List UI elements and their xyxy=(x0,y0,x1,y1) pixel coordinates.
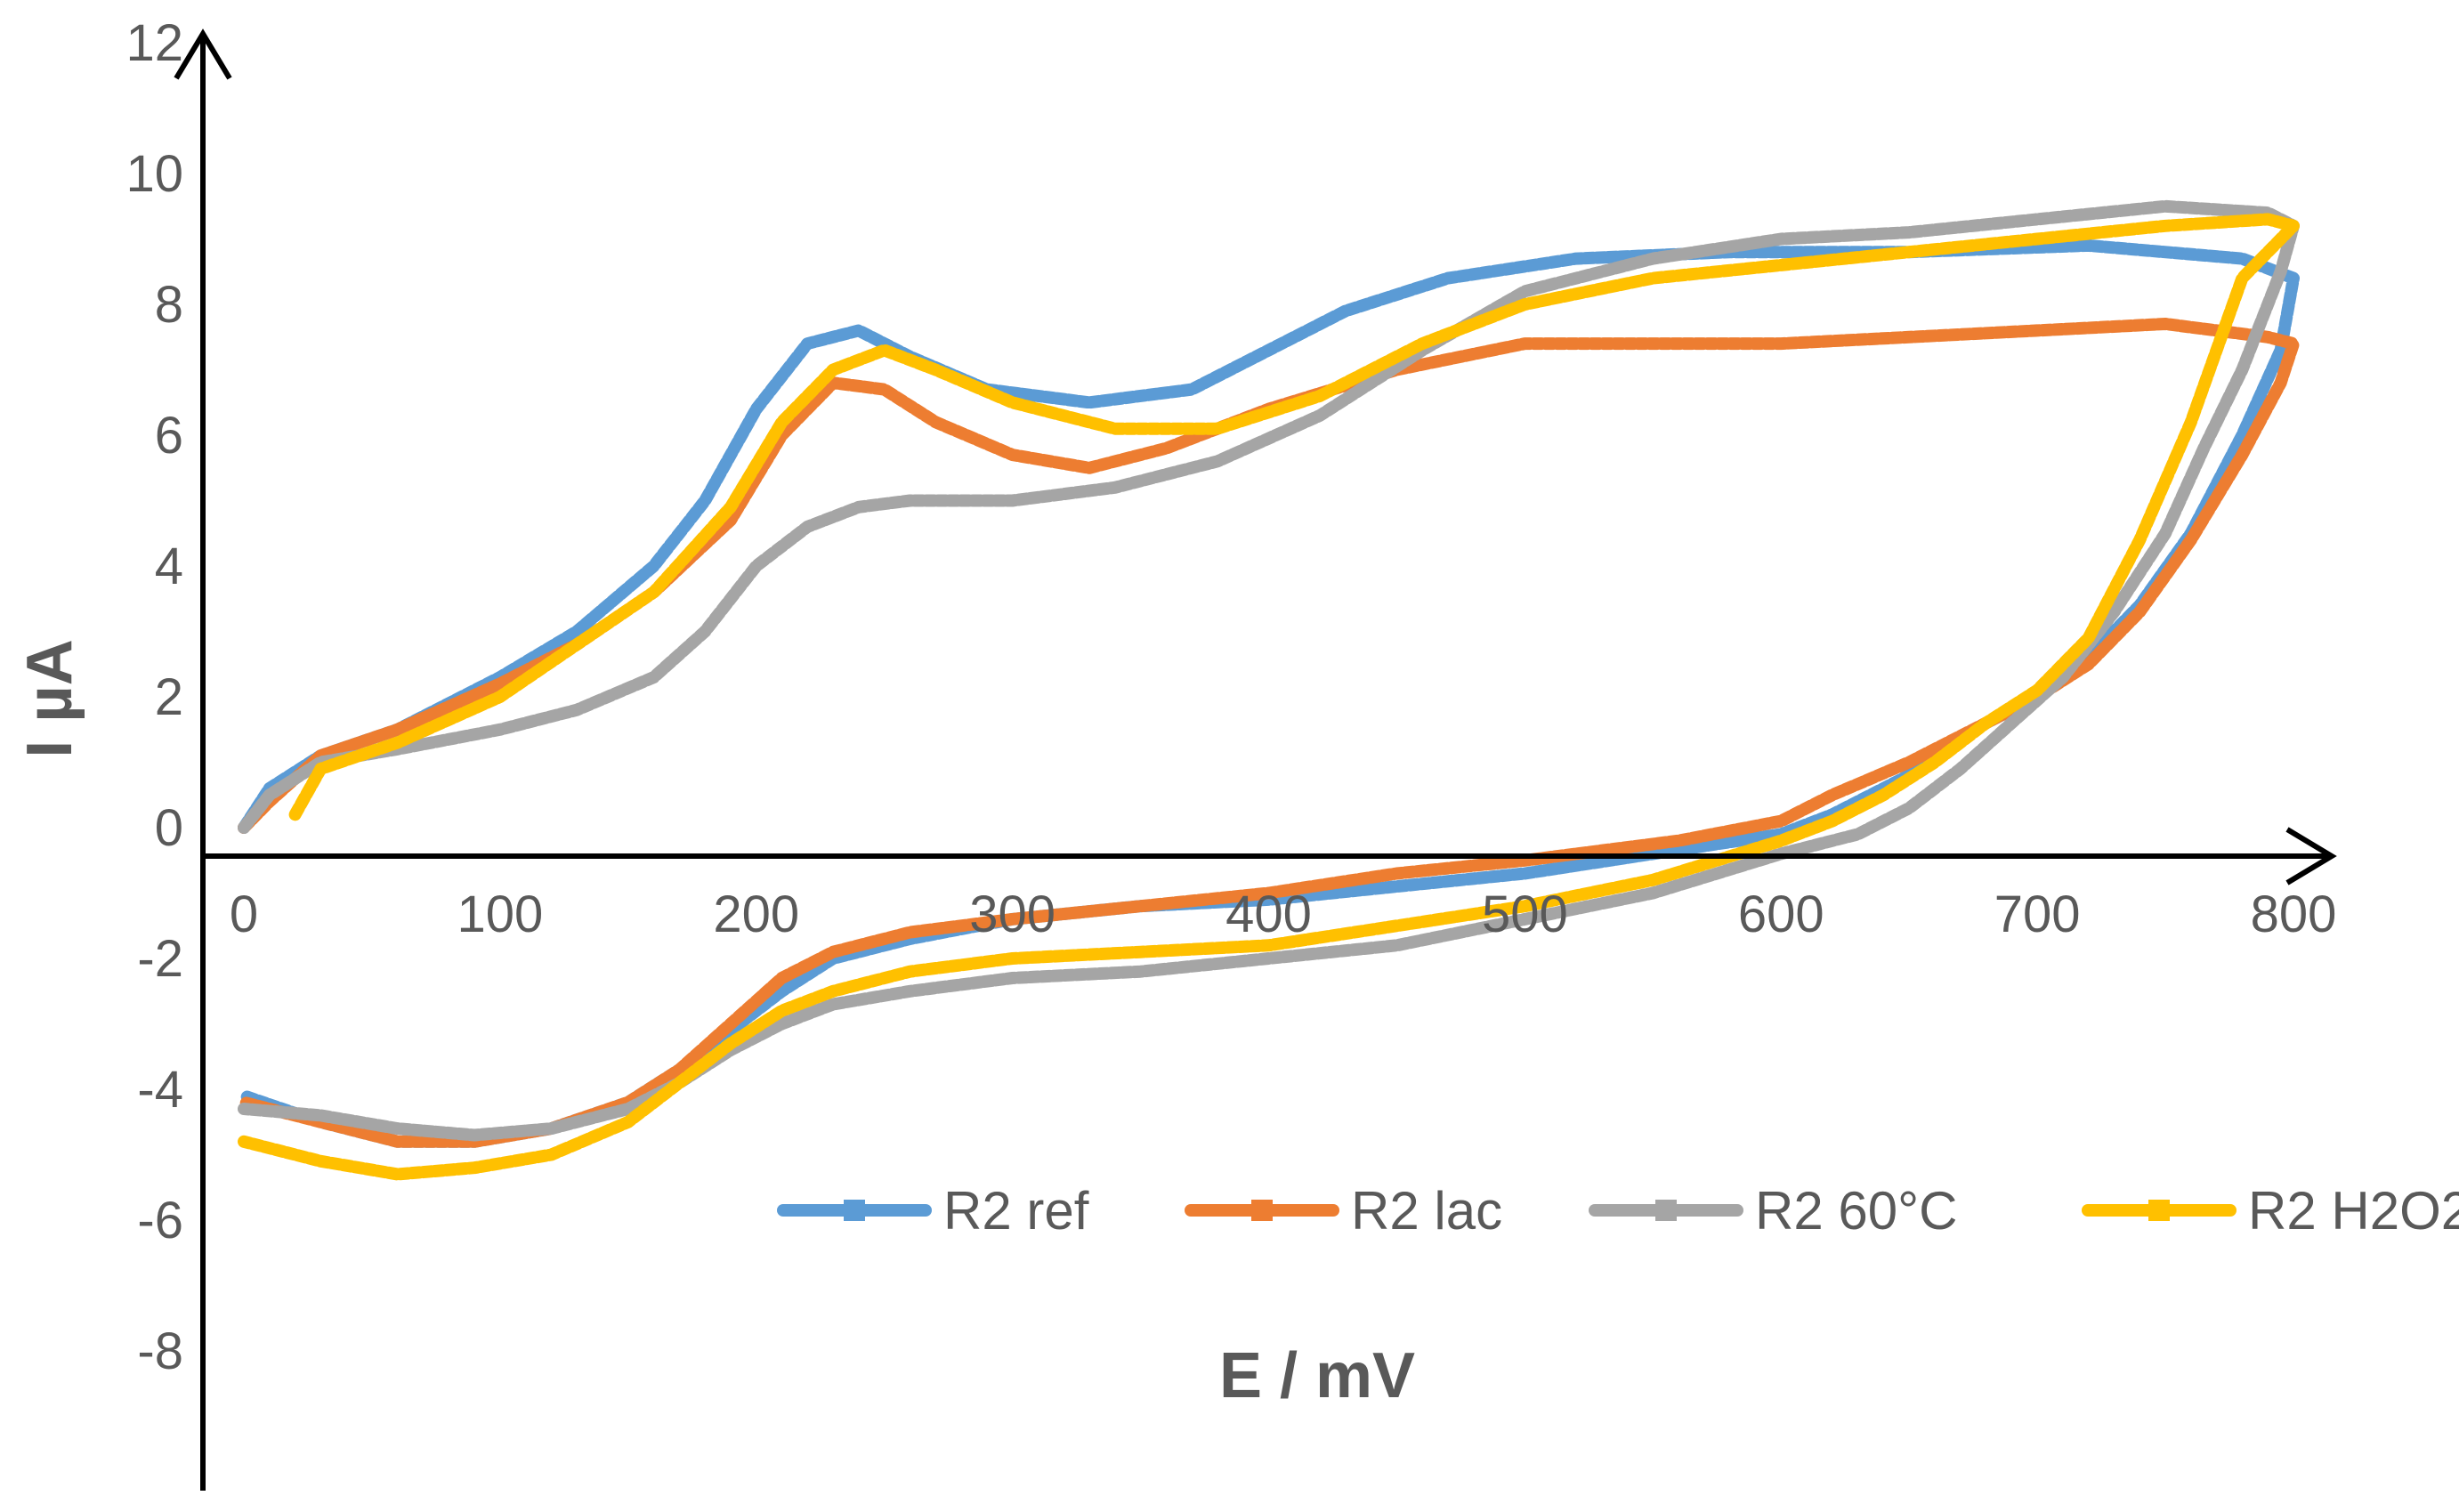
y-tick-label: -8 xyxy=(137,1322,183,1380)
series-line-4 xyxy=(238,213,2300,1181)
x-tick-label: 800 xyxy=(2251,885,2337,943)
x-tick-label: 300 xyxy=(969,885,1056,943)
legend-label: R2 lac xyxy=(1351,1181,1502,1241)
y-tick-label: 12 xyxy=(125,14,183,72)
legend-label: R2 60°C xyxy=(1755,1181,1957,1241)
x-tick-label: 500 xyxy=(1482,885,1568,943)
x-tick-labels: 0 100 200 300 400 500 600 700 800 xyxy=(230,885,2337,943)
y-tick-label: 0 xyxy=(155,799,183,857)
x-axis-arrow xyxy=(2285,827,2337,885)
x-tick-label: 100 xyxy=(457,885,543,943)
series-line-3 xyxy=(238,199,2300,1142)
legend-marker xyxy=(2148,1200,2170,1221)
legend-label: R2 ref xyxy=(943,1181,1089,1241)
x-axis-title: E / mV xyxy=(1219,1340,1415,1411)
y-tick-label: 10 xyxy=(125,145,183,203)
series-layer xyxy=(238,199,2300,1181)
series-line-2 xyxy=(238,318,2300,1148)
legend-marker xyxy=(844,1200,865,1221)
y-tick-label: 2 xyxy=(155,668,183,726)
y-tick-label: -2 xyxy=(137,930,183,988)
legend-marker xyxy=(1251,1200,1273,1221)
y-axis-title: I µA xyxy=(14,639,85,758)
x-tick-label: 400 xyxy=(1225,885,1312,943)
series-line-1 xyxy=(238,239,2300,1148)
x-tick-label: 0 xyxy=(230,885,258,943)
x-tick-label: 200 xyxy=(713,885,799,943)
y-tick-label: -6 xyxy=(137,1192,183,1249)
legend-marker xyxy=(1655,1200,1677,1221)
x-tick-label: 700 xyxy=(1994,885,2081,943)
y-tick-labels: 12 10 8 6 4 2 0 -2 -4 -6 -8 xyxy=(125,14,183,1380)
legend-label: R2 H2O2 xyxy=(2248,1181,2459,1241)
y-tick-label: 6 xyxy=(155,407,183,465)
y-tick-label: 4 xyxy=(155,538,183,595)
y-tick-label: -4 xyxy=(137,1061,183,1119)
y-axis-arrow xyxy=(174,28,232,80)
y-tick-label: 8 xyxy=(155,276,183,334)
legend: R2 ref R2 lac R2 60°C R2 H2O2 xyxy=(777,1181,2459,1241)
x-tick-label: 600 xyxy=(1738,885,1824,943)
